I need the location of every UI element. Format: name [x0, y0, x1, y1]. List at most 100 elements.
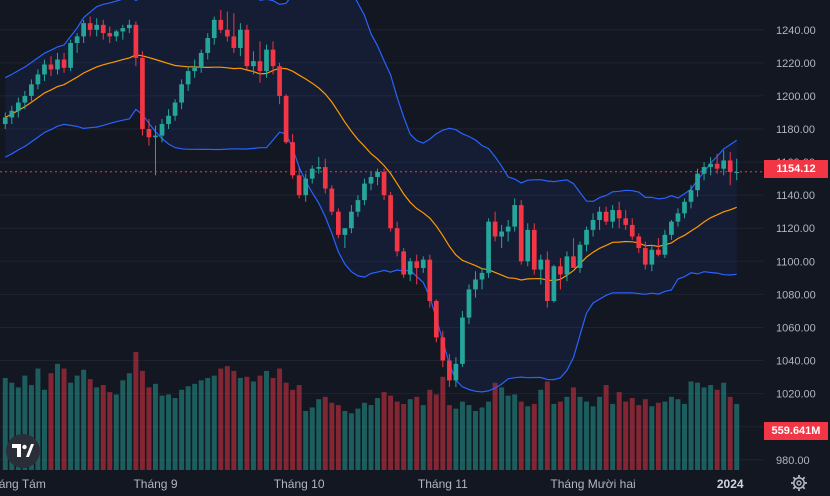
candle-body: [303, 178, 309, 196]
candle: [238, 23, 243, 57]
candle: [244, 24, 250, 70]
candle-body: [505, 226, 511, 232]
candle-body: [623, 218, 629, 225]
candle: [505, 219, 511, 242]
volume-bar: [68, 382, 74, 470]
candle-body: [708, 163, 713, 168]
time-axis[interactable]: Tháng Tám Tháng 9 Tháng 10 Tháng 11 Tháng Mư…: [0, 477, 744, 491]
volume-bar: [283, 382, 289, 470]
candle: [531, 223, 537, 275]
candle: [218, 9, 224, 34]
candle-body: [342, 228, 348, 235]
candle-body: [479, 272, 485, 280]
volume-bars: [2, 352, 740, 470]
candle: [460, 310, 465, 368]
settings-gear-icon[interactable]: [790, 474, 808, 492]
candle-body: [440, 337, 446, 361]
volume-bar: [538, 389, 544, 470]
volume-bar: [505, 395, 511, 470]
tradingview-logo[interactable]: [6, 434, 40, 468]
volume-bar: [714, 389, 720, 470]
volume-bar: [734, 403, 740, 470]
volume-bar: [440, 376, 446, 470]
candle-body: [610, 210, 615, 222]
candle: [636, 233, 642, 254]
candle: [433, 299, 439, 343]
candle-body: [355, 200, 361, 212]
volume-bar: [597, 396, 603, 470]
volume-bar: [348, 413, 354, 470]
volume-bar: [61, 368, 67, 470]
volume-bar: [205, 377, 211, 470]
candle: [401, 248, 407, 278]
candle-body: [649, 249, 655, 265]
candle: [675, 208, 681, 227]
candle-body: [394, 228, 400, 252]
candle: [251, 51, 256, 75]
volume-bar: [701, 387, 707, 470]
candle-body: [224, 29, 230, 37]
candle: [407, 258, 413, 282]
candle: [577, 241, 583, 273]
candle: [309, 165, 315, 184]
candle-body: [571, 256, 576, 268]
candle-body: [381, 172, 387, 196]
candle-body: [335, 211, 341, 235]
candle-body: [375, 172, 380, 177]
candle: [479, 267, 485, 290]
candle-body: [447, 360, 452, 381]
candle-body: [407, 261, 413, 275]
volume-bar: [453, 408, 459, 470]
price-tick-label: 980.00: [776, 455, 810, 467]
volume-bar: [172, 398, 178, 470]
candle-body: [466, 289, 472, 318]
candle-body: [290, 142, 295, 176]
candle-body: [564, 256, 570, 275]
volume-bar: [401, 403, 407, 470]
candle: [584, 226, 589, 252]
bollinger-upper-band: [5, 0, 738, 203]
volume-bar: [48, 373, 54, 470]
candle: [466, 284, 472, 325]
volume-bar: [309, 407, 315, 470]
volume-bar: [9, 382, 15, 470]
candle-body: [368, 176, 374, 184]
candlesticks: [2, 9, 740, 387]
candle: [342, 228, 348, 249]
candle-body: [656, 249, 661, 255]
candle: [166, 109, 171, 129]
volume-bar: [94, 387, 100, 470]
last-price-badge: 1154.12: [764, 160, 828, 178]
volume-bar: [420, 405, 426, 470]
volume-bar: [179, 389, 185, 470]
volume-bar: [414, 396, 420, 470]
candle: [590, 213, 596, 237]
last-volume-badge: 559.641M: [764, 422, 828, 440]
candle: [231, 13, 237, 53]
candle: [564, 251, 570, 282]
candle: [303, 173, 309, 202]
volume-bar: [655, 402, 661, 470]
candle-body: [264, 49, 269, 72]
candle-body: [688, 190, 694, 202]
volume-bar: [28, 385, 34, 470]
candle-body: [597, 211, 602, 220]
volume-bar: [375, 398, 381, 470]
volume-bar: [682, 403, 687, 470]
candle: [113, 29, 119, 42]
time-tick-label: Tháng Mười hai: [550, 477, 635, 491]
candle: [538, 254, 544, 285]
volume-bar: [570, 387, 576, 470]
candle: [375, 168, 380, 186]
candle: [55, 52, 60, 75]
candle: [355, 195, 361, 217]
candle: [198, 49, 204, 73]
volume-bar: [459, 401, 465, 470]
candle: [394, 221, 400, 257]
volume-bar: [616, 392, 622, 470]
candle: [473, 271, 478, 298]
candle: [597, 206, 602, 230]
volume-bar: [257, 375, 263, 470]
volume-bar: [152, 383, 158, 470]
